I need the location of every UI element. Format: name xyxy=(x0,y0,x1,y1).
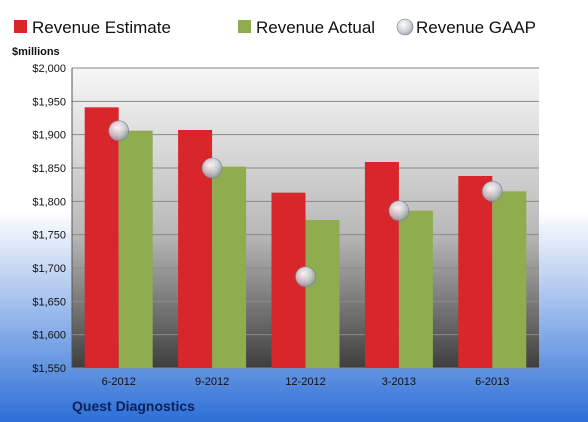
x-tick-label: 6-2012 xyxy=(102,376,136,388)
bar-revenue-actual xyxy=(305,220,340,368)
y-tick-label: $1,600 xyxy=(32,330,66,342)
y-tick-label: $1,850 xyxy=(32,163,66,175)
gaap-markers xyxy=(108,120,503,287)
y-tick-label: $1,900 xyxy=(32,130,66,142)
legend: Revenue Estimate Revenue Actual Revenue GA… xyxy=(14,18,536,37)
y-axis-ticks: $1,550 $1,600 $1,650 $1,700 $1,750 $1,800 $1,8… xyxy=(32,63,66,375)
legend-label: Revenue Actual xyxy=(256,18,375,37)
x-tick-label: 6-2013 xyxy=(475,376,509,388)
legend-label: Revenue Estimate xyxy=(32,18,171,37)
marker-revenue-gaap xyxy=(201,157,223,179)
y-tick-label: $1,650 xyxy=(32,296,66,308)
x-tick-label: 9-2012 xyxy=(195,376,229,388)
bar-revenue-actual xyxy=(118,130,153,368)
marker-revenue-gaap xyxy=(108,120,129,141)
bar-revenue-actual xyxy=(398,210,433,368)
y-tick-label: $1,550 xyxy=(32,363,66,375)
marker-revenue-gaap xyxy=(481,181,503,202)
x-tick-label: 3-2013 xyxy=(382,376,416,388)
legend-swatch xyxy=(14,20,27,33)
bar-revenue-actual xyxy=(212,166,247,368)
y-tick-label: $1,950 xyxy=(32,96,66,108)
legend-swatch xyxy=(238,20,251,33)
marker-revenue-gaap xyxy=(295,266,316,287)
y-tick-label: $1,750 xyxy=(32,230,66,242)
bar-revenue-actual xyxy=(492,191,527,368)
marker-revenue-gaap xyxy=(388,200,410,221)
y-tick-label: $1,700 xyxy=(32,263,66,275)
y-tick-label: $1,800 xyxy=(32,196,66,208)
legend-swatch xyxy=(396,18,414,36)
bars xyxy=(84,107,527,368)
y-axis-unit-label: $millions xyxy=(12,46,60,58)
legend-label: Revenue GAAP xyxy=(416,18,536,37)
bar-revenue-estimate xyxy=(458,176,493,368)
company-name: Quest Diagnostics xyxy=(72,398,195,414)
bar-revenue-estimate xyxy=(364,162,399,368)
x-axis-ticks: 6-2012 9-2012 12-2012 3-2013 6-2013 xyxy=(102,376,510,388)
bar-revenue-estimate xyxy=(84,107,119,368)
x-tick-label: 12-2012 xyxy=(285,376,325,388)
y-tick-label: $2,000 xyxy=(32,63,66,75)
